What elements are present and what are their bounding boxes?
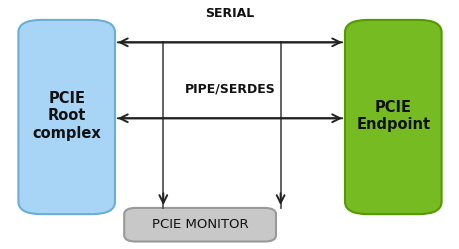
Text: PCIE
Root
complex: PCIE Root complex [32, 91, 101, 141]
FancyBboxPatch shape [18, 20, 115, 214]
Text: PIPE/SERDES: PIPE/SERDES [184, 83, 275, 96]
FancyBboxPatch shape [124, 208, 275, 242]
Text: SERIAL: SERIAL [205, 7, 254, 20]
FancyBboxPatch shape [344, 20, 441, 214]
Text: PCIE MONITOR: PCIE MONITOR [151, 218, 248, 231]
Text: PCIE
Endpoint: PCIE Endpoint [355, 100, 430, 132]
